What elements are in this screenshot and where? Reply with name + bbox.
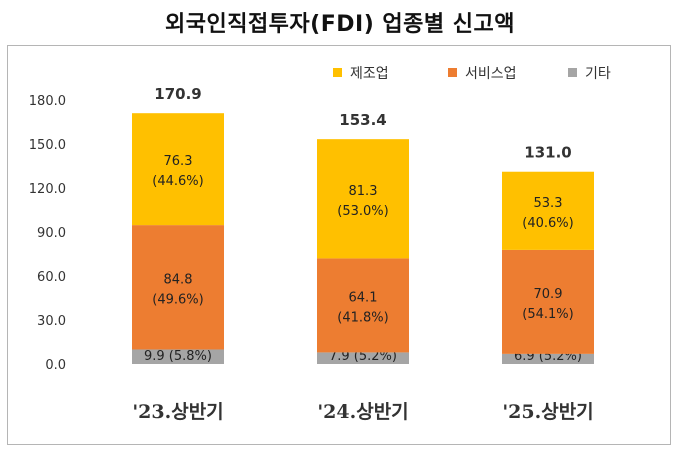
bar-segment-서비스업: [317, 258, 409, 353]
category-label: '24.상반기: [317, 401, 408, 423]
segment-percent-label: (40.6%): [522, 216, 573, 231]
segment-value-label: 53.3: [534, 196, 563, 211]
segment-value-label: 7.9 (5.2%): [329, 349, 397, 364]
bar-segment-서비스업: [502, 249, 594, 354]
bar-segment-제조업: [317, 139, 409, 259]
legend-swatch: [568, 68, 577, 77]
segment-percent-label: (53.0%): [337, 204, 388, 219]
segment-percent-label: (49.6%): [152, 292, 203, 307]
category-label: '23.상반기: [132, 401, 223, 423]
bar-segment-기타: [317, 352, 409, 364]
y-tick-label: 30.0: [37, 314, 66, 329]
y-tick-label: 120.0: [29, 182, 66, 197]
y-tick-label: 180.0: [29, 94, 66, 109]
segment-percent-label: (54.1%): [522, 307, 573, 322]
total-value-label: 153.4: [339, 111, 386, 129]
bar-segment-기타: [132, 349, 224, 364]
segment-value-label: 9.9 (5.8%): [144, 349, 212, 364]
bar-segment-서비스업: [132, 225, 224, 350]
y-tick-label: 0.0: [45, 358, 66, 373]
chart-title: 외국인직접투자(FDI) 업종별 신고액: [164, 12, 516, 37]
y-tick-label: 150.0: [29, 138, 66, 153]
bar-segment-제조업: [502, 171, 594, 250]
y-tick-label: 60.0: [37, 270, 66, 285]
legend-swatch: [333, 68, 342, 77]
chart-frame: [7, 45, 671, 445]
segment-value-label: 70.9: [534, 287, 563, 302]
segment-value-label: 81.3: [349, 184, 378, 199]
segment-percent-label: (41.8%): [337, 310, 388, 325]
legend-label: 서비스업: [465, 66, 517, 82]
legend-swatch: [448, 68, 457, 77]
total-value-label: 170.9: [154, 85, 201, 103]
segment-value-label: 76.3: [164, 154, 193, 169]
category-label: '25.상반기: [502, 401, 593, 423]
bar-segment-기타: [502, 353, 594, 364]
segment-value-label: 84.8: [164, 272, 193, 287]
total-value-label: 131.0: [524, 144, 571, 162]
segment-value-label: 64.1: [349, 290, 378, 305]
segment-percent-label: (44.6%): [152, 174, 203, 189]
legend-label: 기타: [585, 66, 611, 82]
y-tick-label: 90.0: [37, 226, 66, 241]
bar-segment-제조업: [132, 113, 224, 226]
legend-label: 제조업: [350, 66, 389, 82]
